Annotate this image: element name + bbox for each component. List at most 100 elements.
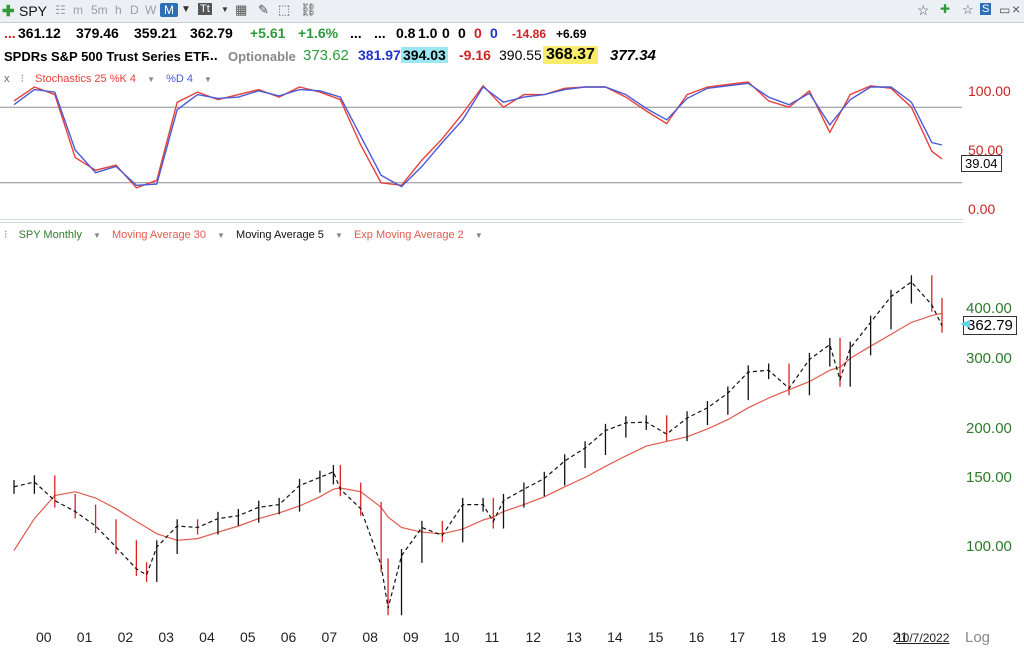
quote-close: 362.79 xyxy=(190,25,233,41)
chevron-down-icon[interactable]: ▼ xyxy=(93,231,101,240)
x-tick-label: 06 xyxy=(280,629,297,645)
link-icon[interactable]: ⛓ xyxy=(300,2,317,17)
quote-row: ... 361.12 379.46 359.21 362.79 +5.61 +1… xyxy=(0,25,1024,45)
quote-high: 379.46 xyxy=(76,25,119,41)
security-name: SPDRs S&P 500 Trust Series ETF xyxy=(4,49,209,64)
ma5-line xyxy=(13,281,943,609)
x-tick-label: 14 xyxy=(607,629,623,645)
chevron-down-icon[interactable]: ▼ xyxy=(474,231,483,240)
symbol-input[interactable]: SPY xyxy=(19,3,48,19)
quote-open: 361.12 xyxy=(18,25,61,41)
info-p4: -9.16 xyxy=(459,47,491,63)
add-icon[interactable]: ✚ xyxy=(2,3,15,20)
stochastics-legend: x ⁝ Stochastics 25 %K 4 ▼ %D 4 ▼ xyxy=(4,72,220,85)
chevron-down-icon[interactable]: ▼ xyxy=(147,75,155,84)
price-y-tick-150: 150.00 xyxy=(966,469,1012,486)
quote-dots-2: ... xyxy=(350,25,362,41)
last-price-box: 362.79 xyxy=(963,316,1017,335)
x-tick-label: 21 xyxy=(892,629,909,645)
drag-handle-icon[interactable]: ⁝ xyxy=(4,229,8,241)
info-p2: 381.97 xyxy=(358,47,401,63)
info-p6: 368.37 xyxy=(543,46,598,64)
quote-pos: +6.69 xyxy=(556,27,587,41)
x-tick-label: 10 xyxy=(443,629,460,645)
rt-icon[interactable]: ✚ xyxy=(940,2,951,16)
quote-z4: 0 xyxy=(490,25,498,41)
x-tick-label: 02 xyxy=(117,629,134,645)
close-icon[interactable]: × xyxy=(1012,1,1021,17)
x-tick-label: 00 xyxy=(36,629,52,645)
stoch-value-box: 39.04 xyxy=(961,155,1002,172)
info-p5: 390.55 xyxy=(499,47,542,63)
info-p1: 373.62 xyxy=(303,47,349,64)
star-icon[interactable]: ☆ xyxy=(917,2,930,18)
ma30-label[interactable]: Moving Average 30 xyxy=(112,229,206,241)
quote-z1: 0 xyxy=(442,25,450,41)
ema2-label[interactable]: Exp Moving Average 2 xyxy=(353,229,464,241)
price-y-tick-300: 300.00 xyxy=(966,350,1012,367)
current-date-label: 10/7/2022 xyxy=(896,631,950,645)
x-tick-label: 12 xyxy=(525,629,542,645)
toolbar: ✚ SPY ☷ m 5m h D W M ▼ Tt ▼ ▦ ✎ ⬚ ⛓ ☆ ✚ … xyxy=(0,0,1024,23)
timeframe-m[interactable]: m xyxy=(73,3,83,17)
x-tick-label: 13 xyxy=(566,629,582,645)
x-tick-label: 17 xyxy=(729,629,746,645)
chevron-down-icon[interactable]: ▼ xyxy=(334,231,343,240)
quote-v1: 0.8 xyxy=(396,25,416,41)
x-tick-label: 09 xyxy=(403,629,419,645)
x-tick-label: 07 xyxy=(321,629,338,645)
quote-z3: 0 xyxy=(474,25,482,41)
chevron-down-icon[interactable]: ▼ xyxy=(217,231,225,240)
quote-change-pct: +1.6% xyxy=(298,25,339,41)
pane-divider[interactable] xyxy=(0,219,963,220)
x-tick-label: 16 xyxy=(688,629,705,645)
stoch-series-d xyxy=(13,82,943,188)
stochastics-k-label[interactable]: Stochastics 25 %K 4 xyxy=(35,73,137,85)
x-tick-label: 01 xyxy=(76,629,93,645)
quote-neg: -14.86 xyxy=(512,27,547,41)
pane-divider-2 xyxy=(0,222,963,223)
quote-dots-3: ... xyxy=(374,25,386,41)
info-row: SPDRs S&P 500 Trust Series ETF ... Optio… xyxy=(0,46,1024,69)
tag-icon[interactable]: ⬚ xyxy=(278,2,291,17)
stochastics-pane xyxy=(0,81,962,189)
price-y-tick-200: 200.00 xyxy=(966,420,1012,437)
ma30-line xyxy=(13,312,943,551)
close-pane-button[interactable]: x xyxy=(4,73,10,85)
timeframe-h[interactable]: h xyxy=(115,3,122,17)
calendar-icon[interactable]: ▦ xyxy=(235,2,248,17)
ma5-label[interactable]: Moving Average 5 xyxy=(236,229,324,241)
x-tick-label: 20 xyxy=(851,629,868,645)
text-tool-icon[interactable]: Tt xyxy=(198,3,212,15)
drag-handle-icon[interactable]: ⁝ xyxy=(20,73,25,85)
x-tick-label: 05 xyxy=(239,629,256,645)
timeframe-w[interactable]: W xyxy=(145,3,157,17)
minimize-icon[interactable]: ▭ xyxy=(999,3,1011,17)
spy-monthly-label[interactable]: SPY Monthly xyxy=(18,229,82,241)
star-add-icon[interactable]: ☆ xyxy=(962,2,974,17)
chevron-down-icon[interactable]: ▼ xyxy=(204,75,212,84)
stoch-y-tick-50: 50.00 xyxy=(968,142,1004,158)
x-tick-label: 03 xyxy=(158,629,174,645)
s-badge-icon[interactable]: S xyxy=(980,3,992,15)
info-dots: ... xyxy=(206,47,218,63)
x-tick-label: 04 xyxy=(199,629,215,645)
price-pane xyxy=(13,275,970,616)
price-legend: ⁝ SPY Monthly ▼ Moving Average 30 ▼ Movi… xyxy=(4,228,491,241)
x-tick-label: 11 xyxy=(484,629,500,645)
timeframe-monthly[interactable]: M xyxy=(160,3,178,17)
chevron-down-icon[interactable]: ▼ xyxy=(221,5,229,14)
chevron-down-icon[interactable]: ▼ xyxy=(181,4,191,15)
stoch-series-k xyxy=(13,81,943,189)
x-tick-label: 18 xyxy=(770,629,786,645)
info-p3: 394.03 xyxy=(401,47,448,63)
log-scale-toggle[interactable]: Log xyxy=(965,629,991,646)
pencil-icon[interactable]: ✎ xyxy=(258,2,269,17)
optionable-label: Optionable xyxy=(228,49,296,64)
timeframe-d[interactable]: D xyxy=(130,3,139,17)
x-tick-label: 19 xyxy=(811,629,827,645)
grid-icon[interactable]: ☷ xyxy=(55,3,66,17)
stochastics-d-label[interactable]: %D 4 xyxy=(166,73,193,85)
timeframe-5m[interactable]: 5m xyxy=(91,3,108,17)
